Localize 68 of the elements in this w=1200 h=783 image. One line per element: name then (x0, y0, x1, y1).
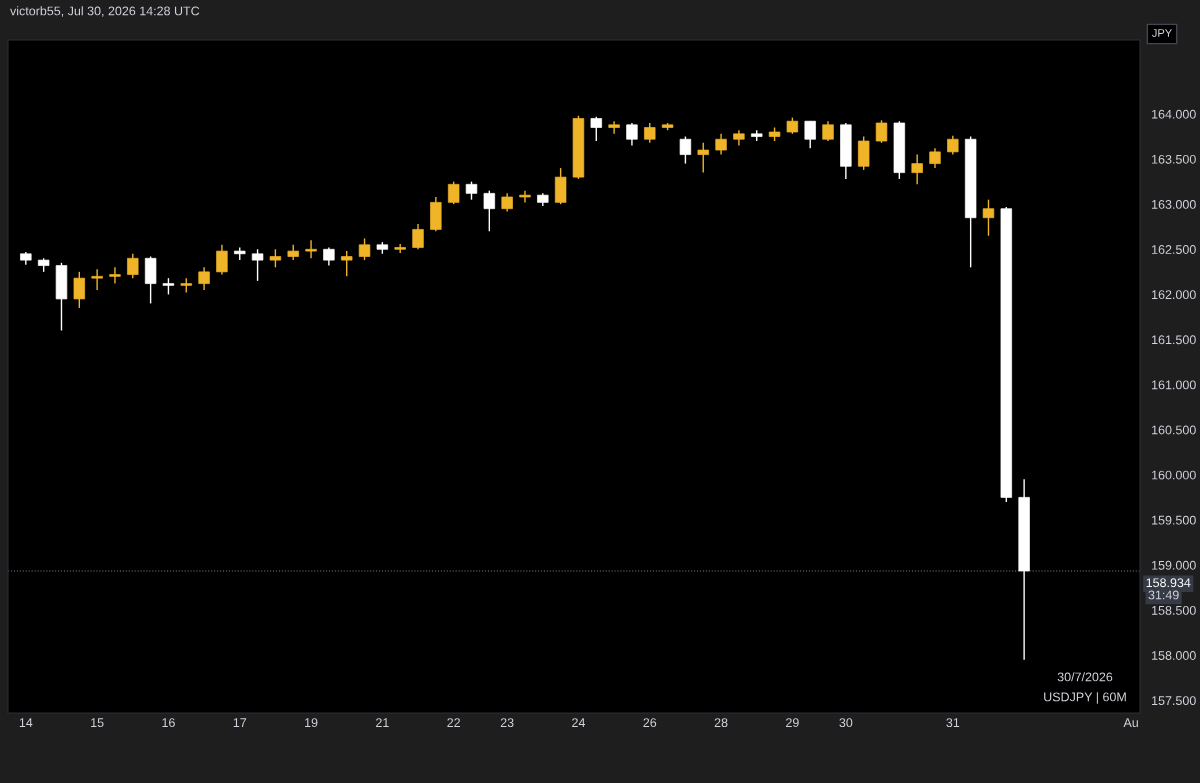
x-tick-label: 15 (91, 718, 104, 728)
candlestick (358, 237, 371, 261)
y-tick-label: 163.500 (1152, 154, 1196, 164)
candlestick (251, 248, 264, 282)
y-tick-label: 161.000 (1152, 380, 1196, 390)
x-tick-label: 22 (447, 718, 460, 727)
y-tick-label: 157.500 (1152, 696, 1196, 706)
candlestick (127, 253, 139, 279)
x-tick-label: 21 (376, 718, 389, 727)
y-tick-label: 161.500 (1152, 335, 1196, 345)
y-tick-label: 162.000 (1152, 290, 1196, 300)
candlestick (911, 153, 923, 186)
x-tick-label: 29 (786, 718, 799, 728)
candlestick (483, 189, 496, 232)
candlestick (822, 120, 834, 142)
candlestick (394, 243, 406, 254)
candlestick (804, 120, 816, 149)
candlestick (697, 142, 709, 174)
candlestick (715, 133, 727, 156)
x-tick-label: 28 (714, 718, 728, 728)
y-tick-label: 159.500 (1152, 515, 1196, 525)
x-tick-label: 26 (643, 718, 657, 728)
candlestick (519, 189, 531, 204)
text: JPY (1151, 29, 1172, 37)
chart-title: victorb55, Jul 30, 2026 14:28 UTC (10, 6, 200, 17)
ref-line-label: 158.934 (1146, 578, 1191, 588)
candlestick (465, 180, 478, 201)
x-tick-label: 16 (162, 718, 175, 728)
y-tick-label: 159.000 (1152, 560, 1196, 570)
y-tick-label: 158.000 (1152, 651, 1196, 660)
candlestick (501, 192, 513, 213)
x-tick-label: 31 (946, 718, 960, 728)
candlestick (644, 122, 656, 144)
x-tick-label: 17 (233, 718, 247, 727)
x-tick-label: 19 (305, 718, 318, 728)
y-tick-label: 162.500 (1152, 245, 1196, 254)
x-tick-label: 14 (19, 718, 33, 727)
y-tick-label: 164.000 (1152, 109, 1196, 119)
candlestick (947, 134, 959, 156)
candlestick (679, 135, 692, 165)
candlestick (447, 180, 460, 205)
candlestick (929, 147, 941, 169)
y-tick-label: 160.000 (1152, 470, 1196, 480)
x-tick-label: 23 (500, 718, 514, 728)
x-tick-label: 30 (839, 718, 853, 728)
x-tick-label: Au (1123, 718, 1138, 728)
candlestick (91, 268, 103, 291)
candlestick (73, 271, 86, 309)
text: 31:49 (1148, 590, 1179, 600)
candlestick (608, 120, 620, 135)
candlestick (198, 266, 210, 291)
annotation: USDJPY | 60M (1044, 692, 1126, 704)
annotation: 30/7/2026 (1057, 672, 1113, 682)
candlestick (875, 119, 888, 144)
candlestick (323, 246, 335, 267)
candlestick (341, 250, 353, 278)
candlestick (216, 244, 228, 276)
candlestick (269, 248, 282, 269)
y-tick-label: 163.000 (1152, 199, 1196, 209)
y-tick-label: 160.500 (1152, 425, 1196, 435)
candlestick (109, 266, 121, 285)
x-tick-label: 24 (572, 718, 586, 727)
candlestick (626, 122, 638, 147)
candlestick (590, 115, 602, 142)
candlestick (982, 198, 995, 237)
y-tick-label: 158.500 (1152, 605, 1196, 615)
candlestick (412, 223, 424, 250)
candlestick (305, 239, 317, 260)
